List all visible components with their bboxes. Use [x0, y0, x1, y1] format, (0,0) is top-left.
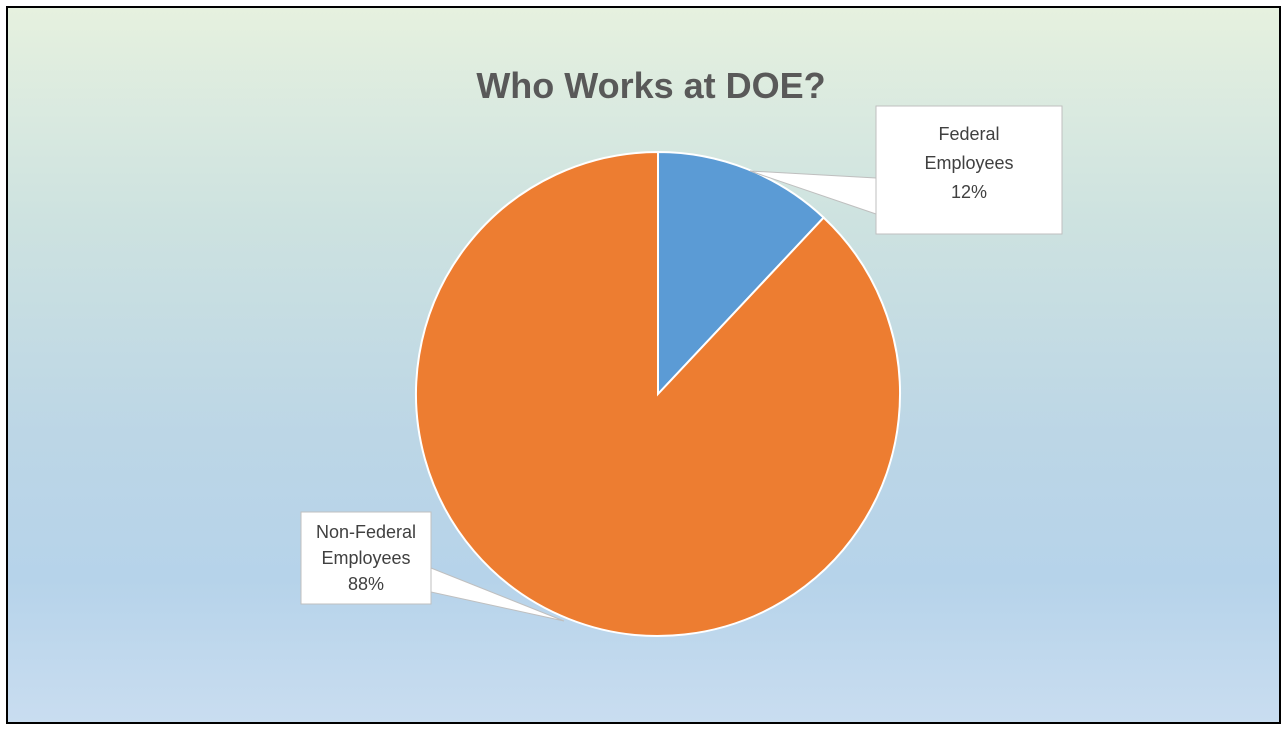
data-label-federal: Federal Employees 12% — [749, 105, 1063, 235]
pie-slice-federal — [657, 150, 826, 397]
data-label-line: 12% — [951, 182, 987, 202]
pie-slices — [415, 150, 901, 637]
pie-chart: Who Works at DOE? Federal Employees 12% … — [300, 65, 1063, 637]
data-label-non-federal: Non-Federal Employees 88% — [300, 511, 565, 622]
slide: Who Works at DOE? Federal Employees 12% … — [6, 6, 1281, 724]
data-label-box — [300, 511, 432, 605]
data-label-line: 88% — [348, 574, 384, 594]
chart-title: Who Works at DOE? — [476, 65, 825, 106]
pie-slice-non-federal — [415, 150, 901, 637]
data-label-box — [875, 105, 1063, 235]
data-label-line: Employees — [924, 153, 1013, 173]
data-label-line: Non-Federal — [316, 522, 416, 542]
data-label-line: Employees — [321, 548, 410, 568]
data-label-line: Federal — [938, 124, 999, 144]
